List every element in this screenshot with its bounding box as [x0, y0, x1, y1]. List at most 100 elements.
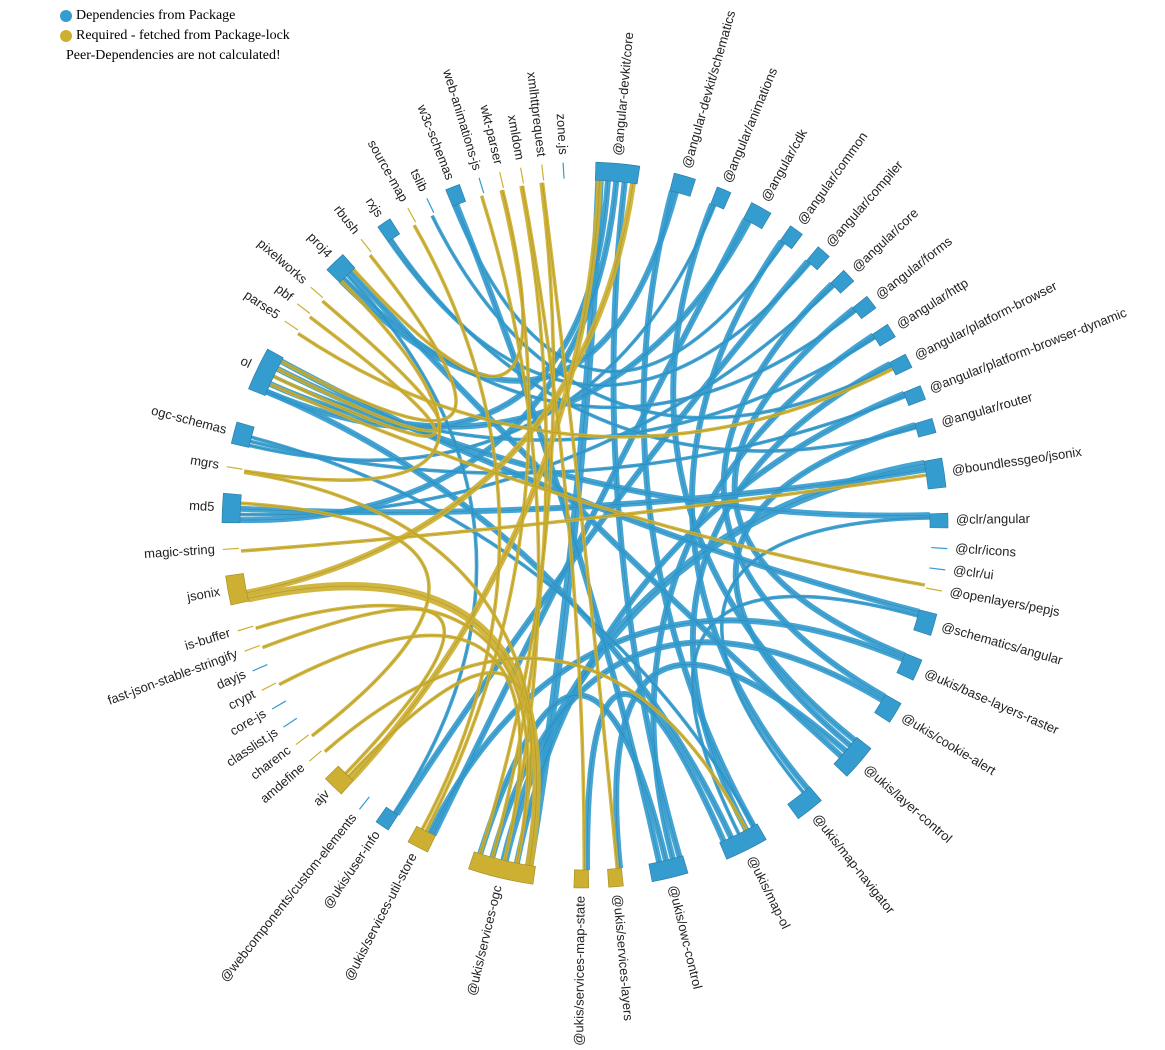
- node-arc[interactable]: [872, 323, 896, 347]
- links-layer: [239, 180, 930, 871]
- dependency-link-edge: [643, 191, 754, 827]
- node-label: @angular/platform-browser-dynamic: [927, 305, 1129, 396]
- node-tick[interactable]: [926, 587, 943, 592]
- node-arc[interactable]: [787, 786, 822, 820]
- node-tick[interactable]: [237, 625, 254, 632]
- node-label: @openlayers/pepjs: [949, 584, 1062, 619]
- dependency-link-edge: [481, 195, 539, 861]
- node-label: xmlhttprequest: [524, 71, 549, 158]
- dependency-link-edge: [653, 335, 874, 859]
- legend-label: Dependencies from Package: [76, 8, 236, 23]
- node-label: @clr/angular: [956, 511, 1031, 527]
- node-tick[interactable]: [271, 700, 287, 710]
- node-tick[interactable]: [478, 177, 485, 194]
- dependency-link-edge: [273, 316, 436, 437]
- node-tick[interactable]: [244, 645, 260, 652]
- dependency-link-edge: [250, 396, 906, 474]
- node-arc[interactable]: [594, 161, 641, 185]
- node-arc[interactable]: [221, 492, 242, 524]
- node-arc[interactable]: [669, 172, 696, 197]
- node-label: source-map: [365, 137, 412, 204]
- node-tick[interactable]: [931, 546, 948, 550]
- node-arc[interactable]: [852, 295, 877, 320]
- node-label: @ukis/services-layers: [610, 894, 636, 1022]
- node-arc[interactable]: [445, 184, 467, 207]
- node-arc[interactable]: [225, 573, 249, 606]
- node-label: @clr/icons: [955, 541, 1017, 560]
- dependency-link-edge: [542, 182, 618, 869]
- node-tick[interactable]: [283, 717, 298, 728]
- node-tick[interactable]: [426, 198, 435, 213]
- node-tick[interactable]: [252, 663, 268, 672]
- node-tick[interactable]: [407, 207, 417, 223]
- dependency-link-edge: [240, 502, 430, 737]
- node-label: @angular-devkit/core: [610, 31, 636, 156]
- node-arc[interactable]: [806, 246, 830, 271]
- node-tick[interactable]: [308, 750, 322, 762]
- node-tick[interactable]: [284, 320, 299, 331]
- dependency-link-edge: [692, 363, 891, 831]
- node-arc[interactable]: [377, 218, 401, 243]
- node-label: dayjs: [214, 666, 248, 692]
- node-arc[interactable]: [607, 867, 624, 888]
- node-arc[interactable]: [230, 421, 255, 448]
- nodes-layer: [221, 161, 949, 889]
- dependency-link-edge: [240, 469, 926, 513]
- dependency-link-edge: [243, 472, 537, 866]
- node-arc[interactable]: [874, 694, 902, 723]
- node-tick[interactable]: [520, 167, 525, 184]
- node-tick[interactable]: [562, 162, 565, 179]
- dependency-link: [345, 273, 479, 814]
- node-arc[interactable]: [248, 348, 284, 397]
- node-arc[interactable]: [923, 457, 947, 490]
- dependency-link-edge: [353, 189, 524, 377]
- node-arc[interactable]: [896, 652, 923, 681]
- legend-label: Required - fetched from Package-lock: [76, 28, 290, 43]
- node-arc[interactable]: [903, 385, 926, 406]
- node-arc[interactable]: [375, 806, 399, 831]
- node-arc[interactable]: [913, 609, 938, 636]
- node-tick[interactable]: [295, 734, 310, 746]
- node-label: rbush: [331, 202, 363, 237]
- node-arc[interactable]: [407, 825, 436, 853]
- node-label: @ukis/cookie-alert: [899, 710, 999, 779]
- dependency-link-edge: [297, 333, 893, 438]
- node-arc[interactable]: [710, 186, 732, 210]
- node-arc[interactable]: [929, 512, 949, 529]
- node-arc[interactable]: [833, 736, 872, 777]
- node-arc[interactable]: [573, 869, 589, 889]
- node-arc[interactable]: [468, 851, 536, 885]
- node-arc[interactable]: [830, 269, 855, 294]
- node-tick[interactable]: [226, 466, 243, 470]
- node-label: @ukis/services-map-state: [571, 896, 588, 1046]
- node-tick[interactable]: [310, 286, 324, 299]
- dependency-link-edge: [391, 239, 917, 452]
- node-tick[interactable]: [360, 238, 372, 253]
- legend: Dependencies from Package Required - fet…: [60, 6, 290, 66]
- node-label: ajv: [310, 786, 333, 809]
- dependency-link-edge: [431, 215, 892, 419]
- node-label: ol: [238, 353, 254, 371]
- node-tick[interactable]: [222, 547, 239, 551]
- node-tick[interactable]: [261, 682, 277, 691]
- node-arc[interactable]: [648, 855, 689, 883]
- node-tick[interactable]: [499, 172, 505, 188]
- legend-item-dependencies: Dependencies from Package: [60, 6, 290, 26]
- node-arc[interactable]: [743, 202, 772, 230]
- node-label: jsonix: [185, 584, 222, 605]
- node-arc[interactable]: [326, 254, 356, 283]
- node-label: @schematics/angular: [940, 619, 1065, 668]
- node-label: @ukis/map-navigator: [810, 811, 898, 917]
- node-tick[interactable]: [358, 796, 370, 810]
- node-tick[interactable]: [541, 164, 545, 181]
- node-arc[interactable]: [324, 765, 354, 795]
- node-arc[interactable]: [719, 823, 767, 860]
- node-tick[interactable]: [296, 303, 311, 314]
- node-arc[interactable]: [779, 225, 803, 250]
- node-arc[interactable]: [889, 353, 913, 376]
- dependency-link-edge: [691, 241, 808, 789]
- node-tick[interactable]: [929, 567, 946, 571]
- node-label: proj4: [305, 229, 336, 260]
- dependency-link-edge: [692, 596, 918, 834]
- node-arc[interactable]: [914, 417, 937, 438]
